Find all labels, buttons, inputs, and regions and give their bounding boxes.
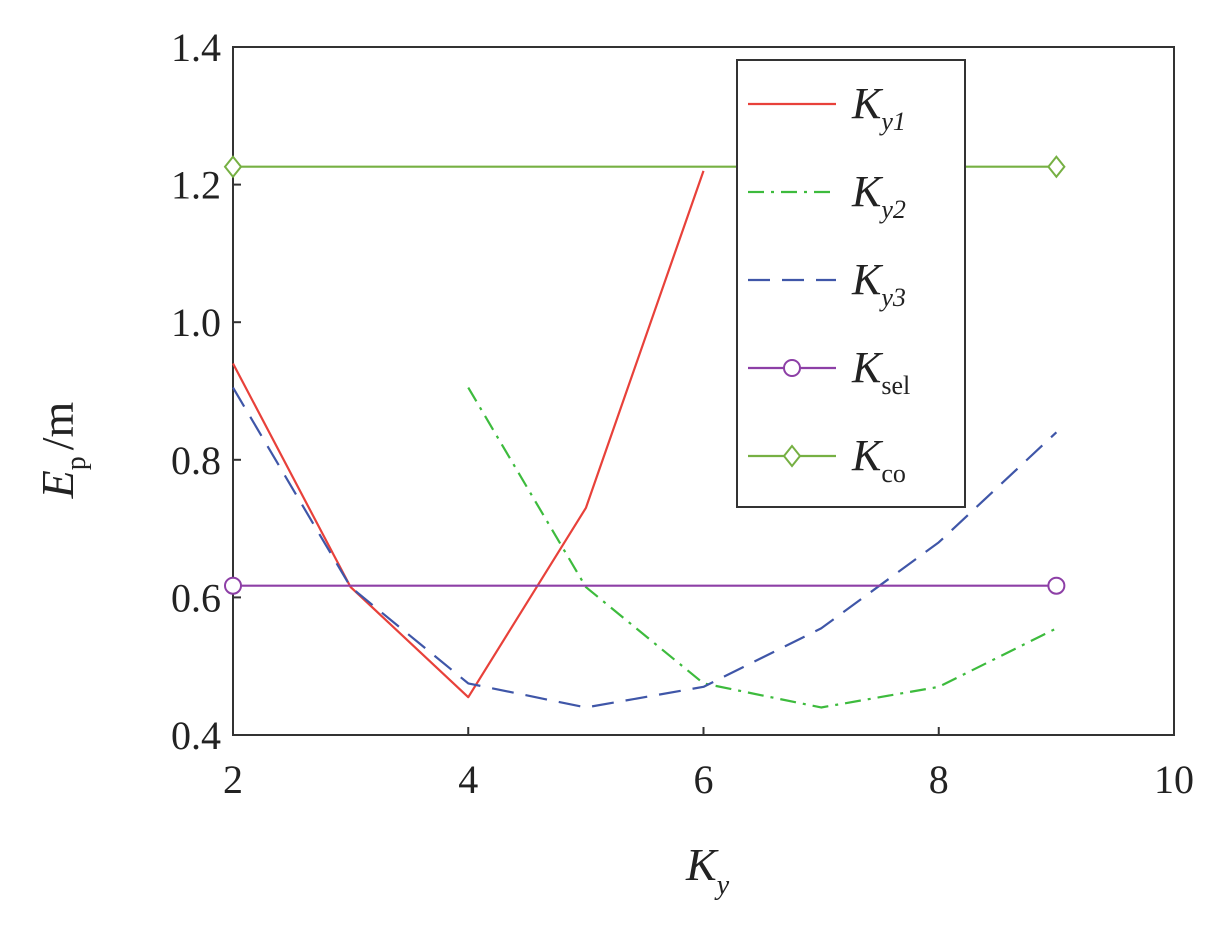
y-axis-title: Ep/m xyxy=(32,401,92,499)
x-tick-label: 10 xyxy=(1154,757,1194,802)
legend-label-sub: sel xyxy=(881,371,910,400)
y-tick-label: 0.4 xyxy=(171,713,221,758)
y-axis-title-main: E xyxy=(32,470,83,499)
legend-label: Ky2 xyxy=(851,167,906,224)
y-tick-label: 0.6 xyxy=(171,575,221,620)
y-tick-label: 1.2 xyxy=(171,163,221,208)
legend-label: Ky3 xyxy=(851,255,906,312)
legend-label-main: K xyxy=(851,167,884,216)
series-line-y2 xyxy=(467,387,1057,709)
series-marker-sel xyxy=(1047,576,1066,595)
legend-item-y1: Ky1 xyxy=(748,79,906,136)
legend-box xyxy=(736,59,966,508)
legend-label: Ksel xyxy=(851,343,910,400)
legend-label-main: K xyxy=(851,255,884,304)
x-axis-title-main: K xyxy=(685,839,719,890)
series-layer xyxy=(223,155,1066,709)
legend-item-y3: Ky3 xyxy=(748,255,906,312)
y-axis-title-sub: p xyxy=(61,456,92,470)
legend-item-y2: Ky2 xyxy=(748,167,906,224)
legend-marker xyxy=(782,444,802,468)
y-axis-ticks: 0.4 0.6 0.8 1.0 1.2 1.4 xyxy=(171,25,241,758)
legend-label-sub: co xyxy=(881,459,906,488)
legend-label-sub: y1 xyxy=(878,107,906,136)
y-tick-label: 1.4 xyxy=(171,25,221,70)
series-y1 xyxy=(232,170,705,699)
series-marker-sel xyxy=(224,576,242,595)
series-marker-co xyxy=(1047,155,1066,179)
x-axis-title-sub: y xyxy=(714,870,730,901)
legend-label-main: K xyxy=(851,343,884,392)
legend-marker xyxy=(783,359,801,377)
x-tick-label: 2 xyxy=(223,757,243,802)
series-line-y1 xyxy=(232,170,705,699)
legend-label: Ky1 xyxy=(851,79,906,136)
legend-label: Kco xyxy=(851,431,906,488)
x-tick-label: 6 xyxy=(694,757,714,802)
series-sel xyxy=(224,576,1066,595)
series-y2 xyxy=(467,387,1057,709)
y-axis-title-unit: /m xyxy=(32,401,83,450)
x-tick-label: 4 xyxy=(458,757,478,802)
series-line-y3 xyxy=(232,387,1058,709)
legend-item-co: Kco xyxy=(748,431,906,488)
legend-label-main: K xyxy=(851,431,884,480)
legend-label-sub: y2 xyxy=(878,195,906,224)
plot-frame xyxy=(232,46,1175,736)
series-y3 xyxy=(232,387,1058,709)
y-tick-label: 0.8 xyxy=(171,438,221,483)
x-axis-ticks: 2 4 6 8 10 xyxy=(223,727,1194,802)
legend-item-sel: Ksel xyxy=(748,343,910,400)
y-tick-label: 1.0 xyxy=(171,300,221,345)
x-axis-title: Ky xyxy=(685,839,730,901)
x-tick-label: 8 xyxy=(929,757,949,802)
series-marker-co xyxy=(223,155,243,179)
legend-label-sub: y3 xyxy=(878,283,906,312)
legend-label-main: K xyxy=(851,79,884,128)
